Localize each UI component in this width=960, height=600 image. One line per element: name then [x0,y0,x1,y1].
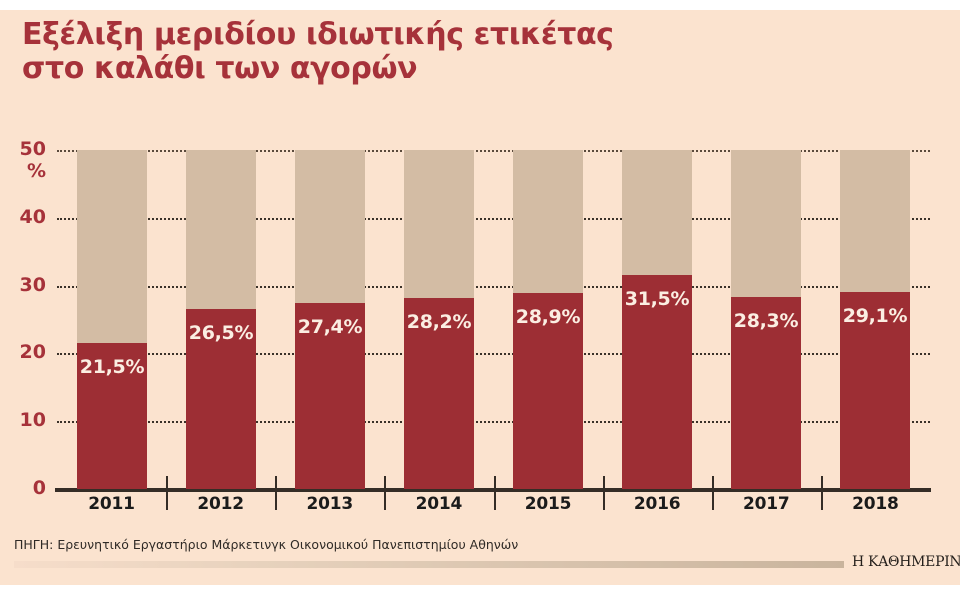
bar-value-label-2011: 21,5% [79,356,145,378]
bar-remainder-segment [77,150,147,343]
y-axis-tick-label-10: 10 [19,409,46,432]
x-axis-tick-label-2013: 2013 [306,494,354,514]
bar-2012[interactable]: 26,5% [186,150,256,489]
x-axis-separator-tick [821,476,823,510]
gridline-40 [57,217,930,220]
x-axis-tick-label-2018: 2018 [852,494,899,514]
bar-2018[interactable]: 29,1% [840,150,910,489]
bar-value-label-2013: 27,4% [297,316,363,338]
y-axis-tick-label-40: 40 [19,205,46,228]
chart-title: Εξέλιξη μεριδίου ιδιωτικής ετικέτας στο … [22,18,722,86]
bar-2017[interactable]: 28,3% [731,150,801,489]
bar-value-segment [622,275,692,489]
bar-value-segment [840,292,910,489]
gridline-20 [57,353,930,356]
x-axis-tick-label-2014: 2014 [415,494,463,514]
bar-value-label-2018: 29,1% [842,305,908,327]
y-axis-tick-label-20: 20 [19,341,46,364]
x-axis-line [55,488,931,492]
gridline-30 [57,285,930,288]
bar-2013[interactable]: 27,4% [295,150,365,489]
bar-value-segment [186,309,256,489]
title-line-2: στο καλάθι των αγορών [22,51,418,86]
bar-value-segment [404,298,474,489]
bar-value-segment [77,343,147,489]
bar-value-segment [731,297,801,489]
x-axis-tick-label-2012: 2012 [197,494,244,514]
bar-value-segment [295,303,365,489]
x-axis-tick-label-2016: 2016 [633,494,681,514]
bar-value-label-2015: 28,9% [515,306,581,328]
bar-value-label-2017: 28,3% [733,310,799,332]
x-axis-separator-tick [712,476,714,510]
x-axis-tick-label-2017: 2017 [743,494,790,514]
bar-2015[interactable]: 28,9% [513,150,583,489]
x-axis-tick-label-2015: 2015 [524,494,572,514]
gridline-50 [57,150,930,152]
bar-value-segment [513,293,583,489]
x-axis-separator-tick [166,476,168,510]
x-axis-separator-tick [384,476,386,510]
x-axis-tick-label-2011: 2011 [88,494,135,514]
x-axis-separator-tick [603,476,605,510]
bar-remainder-segment [186,150,256,309]
footer-gradient-rule [14,561,844,568]
gridline-10 [57,421,930,424]
bar-value-label-2016: 31,5% [624,288,690,310]
bar-remainder-segment [513,150,583,293]
bar-value-label-2014: 28,2% [406,311,472,333]
x-axis-separator-tick [494,476,496,510]
y-axis-tick-label-30: 30 [19,273,46,296]
bar-2016[interactable]: 31,5% [622,150,692,489]
y-axis-tick-label-0: 0 [32,477,46,499]
bar-remainder-segment [731,150,801,297]
bar-value-label-2012: 26,5% [188,322,254,344]
bar-2014[interactable]: 28,2% [404,150,474,489]
title-line-1: Εξέλιξη μεριδίου ιδιωτικής ετικέτας [22,17,614,52]
publisher-brand: Η ΚΑΘΗΜΕΡΙΝΗ [852,554,960,570]
bar-remainder-segment [404,150,474,298]
y-axis-tick-label-50: 50 % [19,138,46,182]
bar-2011[interactable]: 21,5% [77,150,147,489]
bar-remainder-segment [840,150,910,292]
bar-remainder-segment [622,150,692,275]
x-axis-separator-tick [275,476,277,510]
bar-remainder-segment [295,150,365,303]
source-note: ΠΗΓΗ: Ερευνητικό Εργαστήριο Μάρκετινγκ Ο… [14,537,519,552]
